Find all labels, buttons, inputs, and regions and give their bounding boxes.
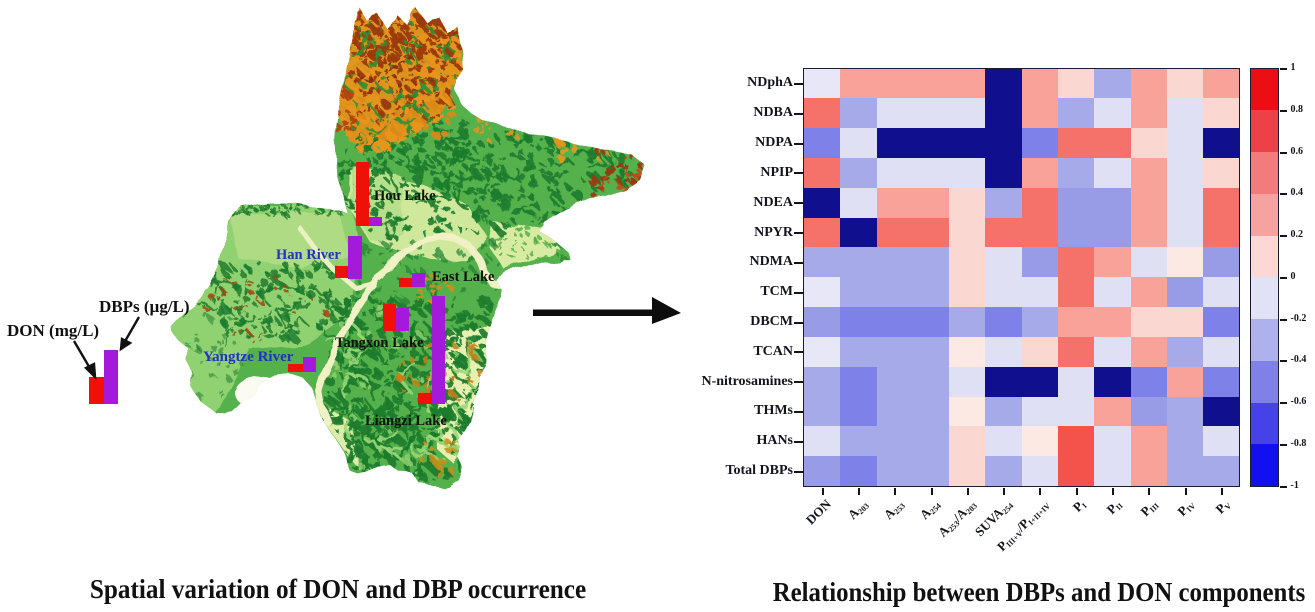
svg-text:East Lake: East Lake (432, 269, 495, 285)
svg-text:Yangtze River: Yangtze River (203, 349, 294, 365)
svg-text:Hou Lake: Hou Lake (374, 188, 436, 204)
svg-text:Liangzi Lake: Liangzi Lake (365, 413, 447, 429)
svg-text:Han River: Han River (276, 247, 341, 263)
svg-text:DBPs (µg/L): DBPs (µg/L) (99, 297, 190, 316)
svg-text:Tangxon Lake: Tangxon Lake (335, 335, 424, 351)
svg-text:DON (mg/L): DON (mg/L) (7, 321, 99, 340)
